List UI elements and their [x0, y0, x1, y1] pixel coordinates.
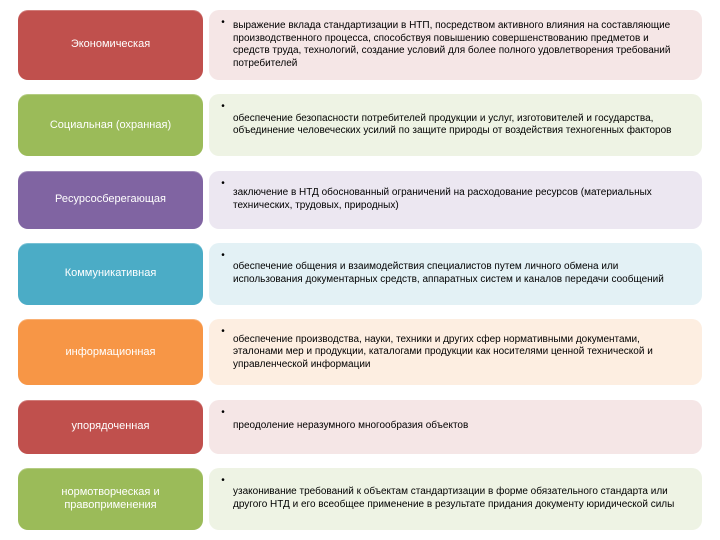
description-text: узаконивание требований к объектам станд…: [233, 486, 688, 511]
bullet-icon: •: [219, 100, 227, 114]
bullet-icon: •: [219, 474, 227, 488]
bullet-icon: •: [219, 249, 227, 263]
category-description: • обеспечение безопасности потребителей п…: [209, 94, 702, 156]
description-text: обеспечение безопасности потребителей пр…: [233, 113, 688, 138]
row-0: Экономическая • выражение вклада стандарти…: [18, 10, 702, 80]
category-label: Ресурсосберегающая: [18, 171, 203, 229]
row-1: Социальная (охранная) • обеспечение безопа…: [18, 94, 702, 156]
bullet-icon: •: [219, 177, 227, 191]
category-description: • преодоление неразумного многообразия об…: [209, 400, 702, 454]
slide: Экономическая • выражение вклада стандарти…: [0, 0, 720, 540]
description-text: заключение в НТД обоснованный ограничени…: [233, 187, 688, 212]
row-3: Коммуникативная • обеспечение общения и вз…: [18, 243, 702, 305]
description-text: преодоление неразумного многообразия объ…: [233, 420, 688, 433]
category-label: упорядоченная: [18, 400, 203, 454]
bullet-icon: •: [219, 325, 227, 339]
row-5: упорядоченная • преодоление неразумного мн…: [18, 400, 702, 454]
bullet-icon: •: [219, 16, 227, 30]
category-description: • выражение вклада стандартизации в НТП, …: [209, 10, 702, 80]
description-text: обеспечение общения и взаимодействия спе…: [233, 261, 688, 286]
category-description: • узаконивание требований к объектам стан…: [209, 468, 702, 530]
description-text: выражение вклада стандартизации в НТП, п…: [233, 20, 688, 70]
category-label: информационная: [18, 319, 203, 385]
category-label: Коммуникативная: [18, 243, 203, 305]
description-text: обеспечение производства, науки, техники…: [233, 334, 688, 372]
row-4: информационная • обеспечение производства,…: [18, 319, 702, 385]
category-label: Экономическая: [18, 10, 203, 80]
category-label: Социальная (охранная): [18, 94, 203, 156]
category-description: • заключение в НТД обоснованный ограничен…: [209, 171, 702, 229]
category-description: • обеспечение производства, науки, техник…: [209, 319, 702, 385]
category-description: • обеспечение общения и взаимодействия сп…: [209, 243, 702, 305]
category-label: нормотворческая и правоприменения: [18, 468, 203, 530]
row-2: Ресурсосберегающая • заключение в НТД обос…: [18, 171, 702, 229]
row-6: нормотворческая и правоприменения • узакон…: [18, 468, 702, 530]
bullet-icon: •: [219, 406, 227, 420]
